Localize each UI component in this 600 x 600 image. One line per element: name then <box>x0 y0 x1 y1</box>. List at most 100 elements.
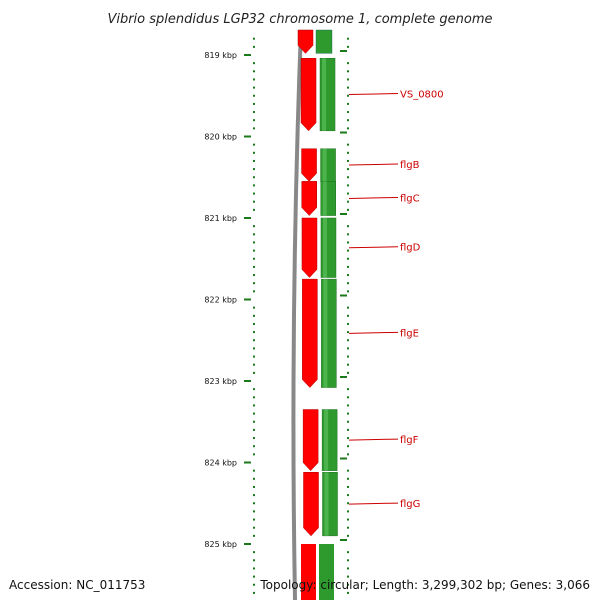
outer-minor-tick <box>347 396 349 399</box>
kbp-label: 824 kbp <box>204 459 237 468</box>
outer-minor-tick <box>347 575 349 578</box>
outer-minor-tick <box>347 494 349 497</box>
outer-minor-tick <box>347 306 349 309</box>
kbp-label: 821 kbp <box>204 214 237 223</box>
minor-tick <box>253 306 255 309</box>
minor-tick <box>253 355 255 358</box>
minor-tick <box>253 371 255 374</box>
outer-minor-tick <box>347 591 349 594</box>
outer-minor-tick <box>347 355 349 358</box>
outer-major-tick <box>340 294 347 297</box>
outer-minor-tick <box>347 176 349 179</box>
backbone-circle <box>291 29 303 600</box>
minor-tick <box>253 420 255 423</box>
minor-tick <box>253 526 255 529</box>
outer-minor-tick <box>347 388 349 391</box>
gene-label: flgC <box>400 193 420 204</box>
minor-tick <box>253 551 255 554</box>
outer-minor-tick <box>347 94 349 97</box>
outer-major-tick <box>340 50 347 52</box>
forward-gene-arrow <box>300 58 317 132</box>
outer-major-tick <box>340 457 347 460</box>
minor-tick <box>253 445 255 448</box>
outer-minor-tick <box>347 534 349 537</box>
outer-minor-tick <box>347 102 349 105</box>
outer-minor-tick <box>347 233 349 236</box>
reverse-gene-block <box>315 29 333 54</box>
kbp-ruler: 819 kbp 820 kbp 821 kbp 822 kbp 823 kbp 824 k… <box>204 50 347 549</box>
outer-major-tick <box>340 213 347 215</box>
minor-tick <box>253 86 255 89</box>
outer-minor-tick <box>347 477 349 480</box>
minor-tick <box>253 78 255 81</box>
outer-minor-tick <box>347 290 349 293</box>
major-tick <box>244 543 251 545</box>
minor-tick <box>253 282 255 285</box>
minor-tick <box>253 176 255 179</box>
outer-minor-tick <box>347 62 349 65</box>
minor-tick <box>253 274 255 277</box>
minor-tick <box>253 437 255 440</box>
minor-tick <box>253 494 255 497</box>
major-tick <box>244 217 251 219</box>
minor-tick <box>253 257 255 260</box>
topology-text: Topology: circular; Length: 3,299,302 bp… <box>260 578 590 592</box>
gene-label-leader <box>348 331 399 334</box>
minor-tick <box>253 184 255 187</box>
minor-tick <box>253 70 255 73</box>
minor-tick <box>253 127 255 130</box>
gene-label-leader <box>348 196 399 199</box>
outer-minor-tick <box>347 339 349 342</box>
gene-label: flgD <box>400 243 421 254</box>
outer-minor-tick <box>347 583 349 586</box>
minor-tick <box>253 143 255 146</box>
outer-minor-tick <box>347 159 349 162</box>
minor-tick <box>253 518 255 521</box>
outer-minor-tick <box>347 510 349 513</box>
outer-minor-tick <box>347 119 349 122</box>
gene-label-leader <box>348 246 399 249</box>
outer-major-tick <box>340 131 347 134</box>
outer-minor-tick <box>347 420 349 423</box>
outer-minor-tick <box>347 249 349 252</box>
outer-minor-tick <box>347 200 349 203</box>
outer-minor-tick <box>347 168 349 171</box>
reverse-gene-block <box>319 544 334 600</box>
outer-minor-tick <box>347 518 349 521</box>
outer-minor-tick <box>347 184 349 187</box>
outer-minor-tick <box>347 70 349 73</box>
outer-minor-tick <box>347 78 349 81</box>
minor-tick <box>253 62 255 65</box>
minor-tick <box>253 225 255 228</box>
map-title: Vibrio splendidus LGP32 chromosome 1, co… <box>107 12 492 27</box>
outer-minor-tick <box>347 469 349 472</box>
minor-ticks <box>253 37 349 594</box>
gene-label-leader <box>348 93 399 96</box>
forward-gene-arrow <box>301 148 317 182</box>
kbp-label: 825 kbp <box>204 540 237 549</box>
gene-label: flgE <box>400 328 419 339</box>
reverse-gene-highlight <box>322 218 327 278</box>
minor-tick <box>253 111 255 114</box>
major-tick <box>244 135 251 138</box>
forward-gene-arrow <box>302 409 319 472</box>
outer-minor-tick <box>347 86 349 89</box>
outer-minor-tick <box>347 225 349 228</box>
reverse-gene-highlight <box>323 279 328 388</box>
gene-label-leader <box>348 438 399 441</box>
outer-minor-tick <box>347 322 349 325</box>
gene-label: flgB <box>400 160 420 171</box>
gene-label: flgF <box>400 435 419 446</box>
outer-minor-tick <box>347 45 349 48</box>
minor-tick <box>253 396 255 399</box>
reverse-gene-highlight <box>324 472 329 536</box>
minor-tick <box>253 559 255 562</box>
outer-minor-tick <box>347 331 349 334</box>
minor-tick <box>253 200 255 203</box>
minor-tick <box>253 233 255 236</box>
forward-gene-block <box>297 29 314 54</box>
outer-major-tick <box>340 376 347 378</box>
minor-tick <box>253 428 255 431</box>
outer-minor-tick <box>347 151 349 154</box>
